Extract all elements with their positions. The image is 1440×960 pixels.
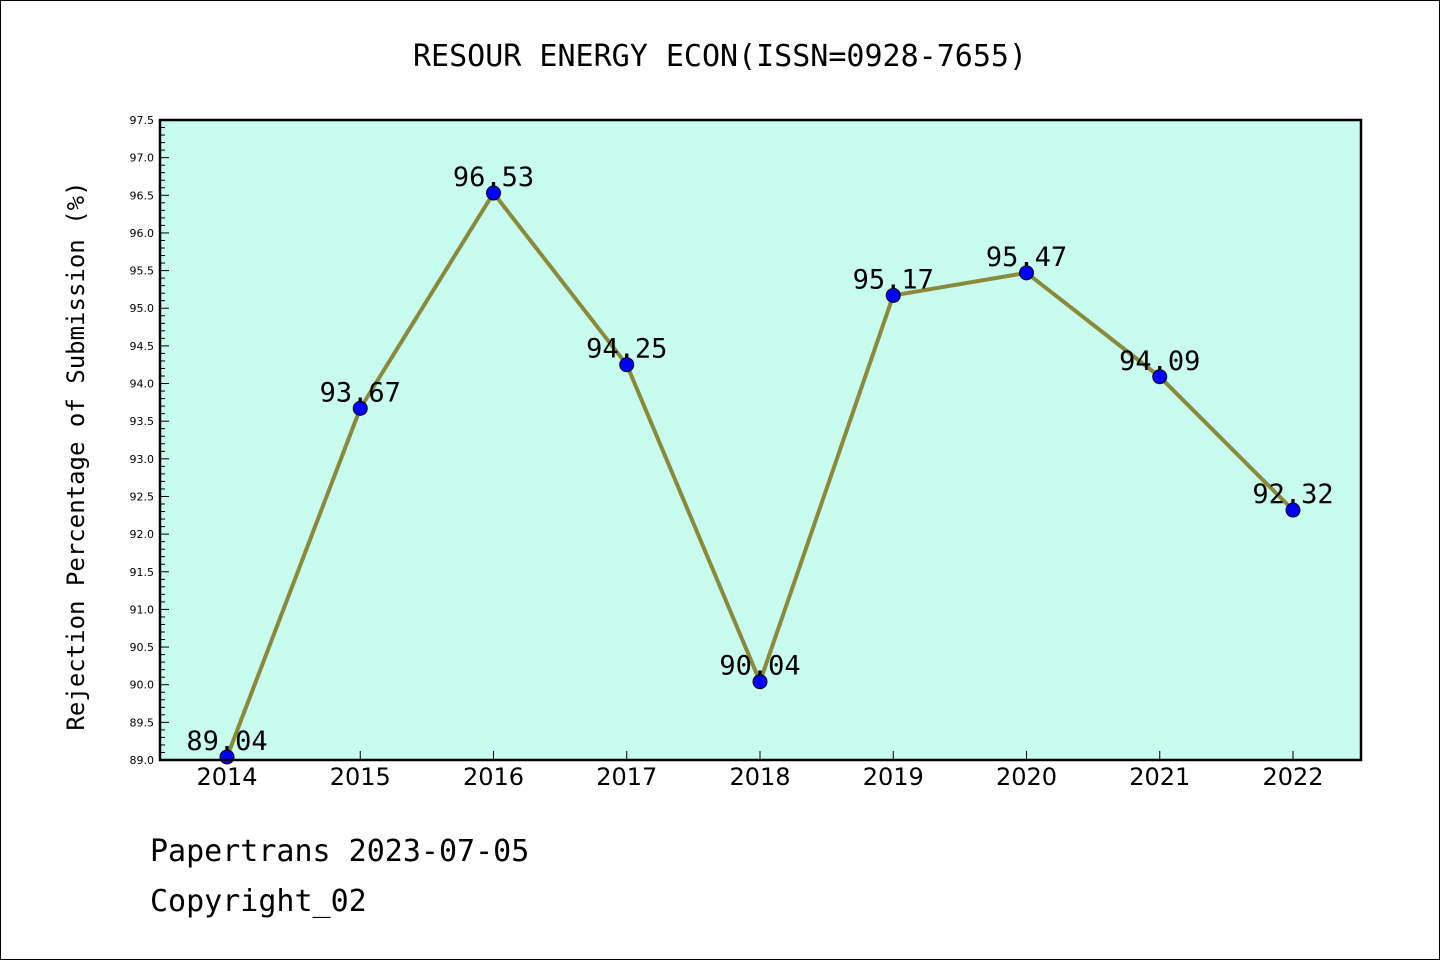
x-tick-label: 2019 — [863, 763, 924, 791]
data-label: 93.67 — [320, 377, 401, 408]
x-tick-label: 2021 — [1129, 763, 1190, 791]
y-tick-label: 97.0 — [130, 152, 155, 165]
footer-source-text: Papertrans 2023-07-05 — [150, 834, 530, 869]
y-tick-label: 94.5 — [130, 340, 155, 353]
chart-title: RESOUR ENERGY ECON(ISSN=0928-7655) — [413, 39, 1027, 74]
data-label: 94.09 — [1119, 346, 1200, 377]
plot-area: 89.0 89.5 90.0 90.5 91.0 91.5 92.0 92.5 93.0 93.5… — [130, 114, 1363, 791]
data-point — [1152, 369, 1168, 385]
data-point — [352, 400, 368, 416]
y-tick-label: 89.0 — [130, 754, 155, 767]
y-tick-label: 93.5 — [130, 415, 155, 428]
x-tick-label: 2014 — [196, 763, 257, 791]
x-tick-label: 2017 — [596, 763, 657, 791]
y-tick-label: 95.5 — [130, 265, 155, 278]
data-label: 89.04 — [186, 726, 267, 757]
y-tick-label: 94.0 — [130, 378, 155, 391]
y-tick-label: 89.5 — [130, 716, 155, 729]
x-tick-label: 2018 — [729, 763, 790, 791]
y-tick-label: 93.0 — [130, 453, 155, 466]
data-point — [752, 674, 768, 690]
plot-border — [158, 118, 1363, 762]
plot-background — [160, 120, 1361, 760]
data-label: 95.47 — [986, 242, 1067, 273]
y-axis-label: Rejection Percentage of Submission (%) — [62, 181, 90, 730]
y-tick-label: 91.0 — [130, 603, 155, 616]
y-tick-label: 90.5 — [130, 641, 155, 654]
y-tick-label: 90.0 — [130, 679, 155, 692]
y-tick-label: 92.5 — [130, 490, 155, 503]
data-label: 95.17 — [853, 264, 934, 295]
data-point — [486, 185, 501, 201]
x-tick-label: 2016 — [463, 763, 524, 791]
y-tick-label: 92.0 — [130, 528, 155, 541]
x-tick-label: 2020 — [996, 763, 1057, 791]
footer-copyright-text: Copyright_02 — [150, 884, 367, 919]
data-label: 96.53 — [453, 162, 534, 193]
data-point — [885, 287, 901, 303]
data-label: 90.04 — [719, 651, 800, 682]
data-label: 92.32 — [1252, 479, 1333, 510]
y-tick-label: 96.0 — [130, 227, 155, 240]
y-tick-label: 97.5 — [130, 114, 155, 127]
y-tick-label: 96.5 — [130, 189, 155, 202]
x-tick-label: 2022 — [1262, 763, 1323, 791]
y-tick-label: 95.0 — [130, 302, 155, 315]
data-point — [1285, 502, 1301, 518]
x-tick-label: 2015 — [330, 763, 391, 791]
data-label: 94.25 — [586, 334, 667, 365]
data-point — [619, 357, 635, 373]
data-point — [1019, 265, 1034, 281]
y-tick-label: 91.5 — [130, 566, 155, 579]
